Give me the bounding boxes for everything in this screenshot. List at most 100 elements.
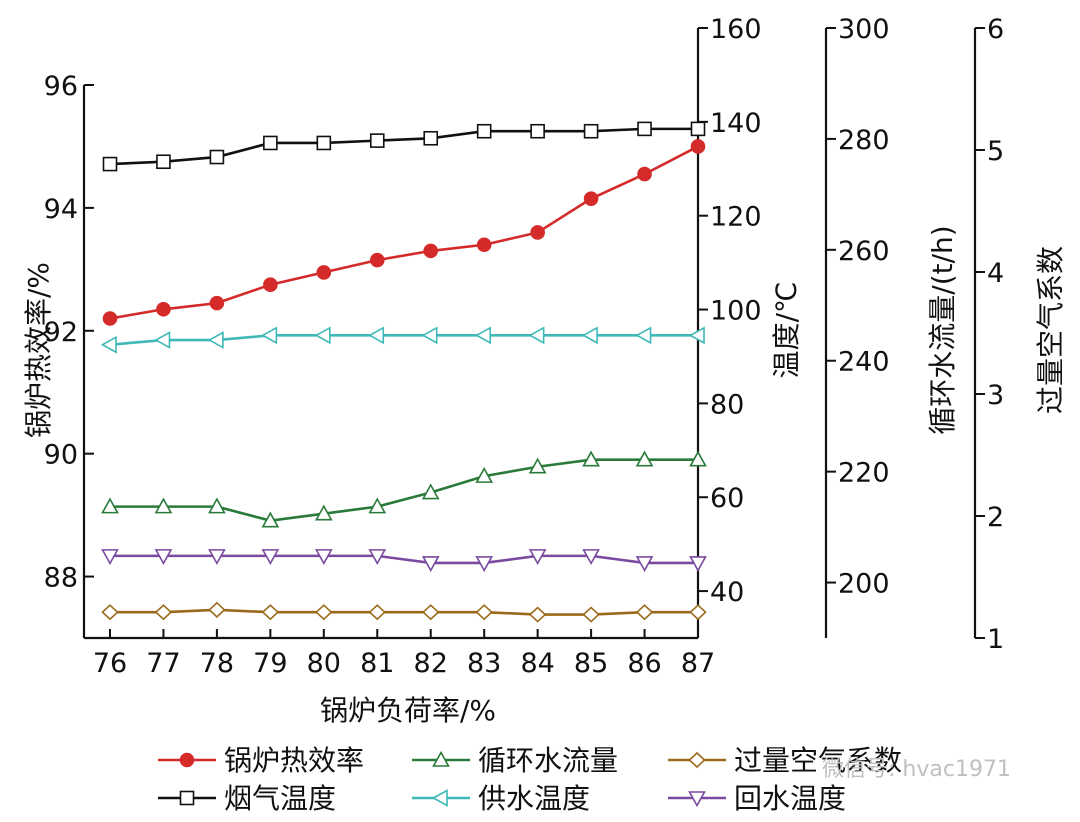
series-line	[109, 145, 699, 320]
x-axis-tick-label: 87	[681, 648, 715, 679]
flow-axis-tick-label: 220	[838, 458, 890, 489]
data-point	[690, 139, 706, 154]
left-axis-tick-label: 94	[44, 194, 78, 225]
data-point	[475, 466, 494, 483]
data-point	[582, 606, 600, 623]
flow-axis-tick-label: 280	[838, 125, 890, 156]
data-point	[263, 135, 278, 151]
data-point	[314, 549, 333, 566]
data-point	[261, 511, 280, 528]
data-point	[637, 166, 652, 182]
temp-axis-tick-label: 160	[710, 14, 762, 45]
data-point	[476, 123, 492, 139]
legend-marker	[179, 752, 195, 768]
data-point	[102, 156, 118, 172]
legend-label: 循环水流量	[478, 744, 618, 777]
x-axis-tick-label: 79	[253, 648, 287, 679]
data-point	[316, 135, 332, 151]
data-point	[154, 604, 173, 621]
data-point	[476, 237, 492, 253]
legend-item: 过量空气系数	[668, 744, 902, 777]
left-axis-tick-label: 88	[44, 563, 78, 594]
legend-item: 烟气温度	[158, 782, 336, 815]
temp-axis-tick-label: 140	[710, 108, 762, 139]
legend-item: 循环水流量	[412, 744, 618, 777]
legend-marker	[432, 750, 450, 767]
series-0	[102, 139, 706, 326]
air-axis-tick-label: 4	[987, 258, 1004, 289]
data-point	[688, 326, 705, 345]
data-point	[583, 191, 599, 206]
left-axis-title: 锅炉热效率/%	[22, 262, 55, 438]
left-axis-tick-label: 96	[44, 71, 78, 102]
x-axis-title: 锅炉负荷率/%	[320, 694, 496, 727]
data-point	[101, 604, 119, 621]
data-point	[423, 130, 439, 146]
series-line	[109, 127, 698, 166]
data-point	[528, 326, 545, 345]
x-axis-tick-label: 80	[307, 648, 341, 679]
data-point	[528, 606, 547, 623]
data-point	[261, 326, 278, 345]
flow-axis-tick-label: 300	[838, 14, 890, 45]
excess-air-axis-title: 过量空气系数	[1034, 246, 1067, 414]
flow-axis-tick-label: 200	[838, 569, 890, 600]
data-point	[314, 504, 333, 521]
x-axis-tick-label: 83	[467, 648, 501, 679]
data-point	[100, 335, 117, 354]
data-point	[368, 604, 386, 621]
data-point	[423, 243, 439, 259]
data-point	[315, 604, 333, 621]
legend-label: 过量空气系数	[734, 744, 902, 777]
data-point	[368, 549, 387, 566]
x-axis-tick-label: 81	[360, 648, 394, 679]
data-point	[530, 225, 545, 240]
data-point	[369, 252, 385, 268]
series-5	[101, 549, 707, 573]
data-point	[635, 450, 654, 467]
temp-axis-tick-label: 100	[710, 296, 762, 327]
legend-item: 锅炉热效率	[158, 744, 364, 777]
data-point	[689, 604, 707, 621]
x-axis-tick-label: 78	[200, 648, 234, 679]
data-point	[582, 549, 600, 566]
data-point	[689, 556, 707, 573]
data-point	[635, 556, 654, 573]
legend-marker	[179, 790, 195, 806]
data-point	[368, 326, 385, 345]
data-point	[475, 556, 494, 573]
air-axis-tick-label: 1	[987, 624, 1004, 655]
series-line	[110, 608, 698, 616]
air-axis-tick-label: 2	[987, 502, 1004, 533]
data-point	[637, 121, 652, 137]
data-point	[261, 604, 280, 621]
x-axis-tick-label: 77	[146, 648, 180, 679]
flow-axis-tick-label: 260	[838, 236, 890, 267]
x-axis-tick-label: 86	[627, 648, 661, 679]
data-point	[421, 326, 438, 345]
legend-label: 锅炉热效率	[224, 744, 364, 777]
data-point	[208, 601, 226, 618]
data-point	[369, 133, 385, 148]
data-point	[156, 301, 171, 317]
data-point	[208, 497, 226, 514]
data-point	[583, 123, 599, 139]
temp-axis-tick-label: 80	[710, 389, 744, 420]
data-point	[261, 549, 280, 566]
legend-item: 回水温度	[668, 782, 846, 815]
legend-label: 回水温度	[734, 782, 846, 815]
data-point	[263, 277, 278, 292]
legend-label: 供水温度	[478, 782, 590, 815]
data-point	[475, 326, 491, 345]
x-axis-tick-label: 82	[414, 648, 448, 679]
series-4	[100, 326, 705, 354]
data-point	[102, 311, 118, 326]
data-point	[209, 149, 225, 165]
data-point	[422, 604, 440, 621]
data-point	[635, 604, 654, 621]
x-axis-tick-label: 84	[520, 648, 554, 679]
series-3	[102, 121, 706, 172]
